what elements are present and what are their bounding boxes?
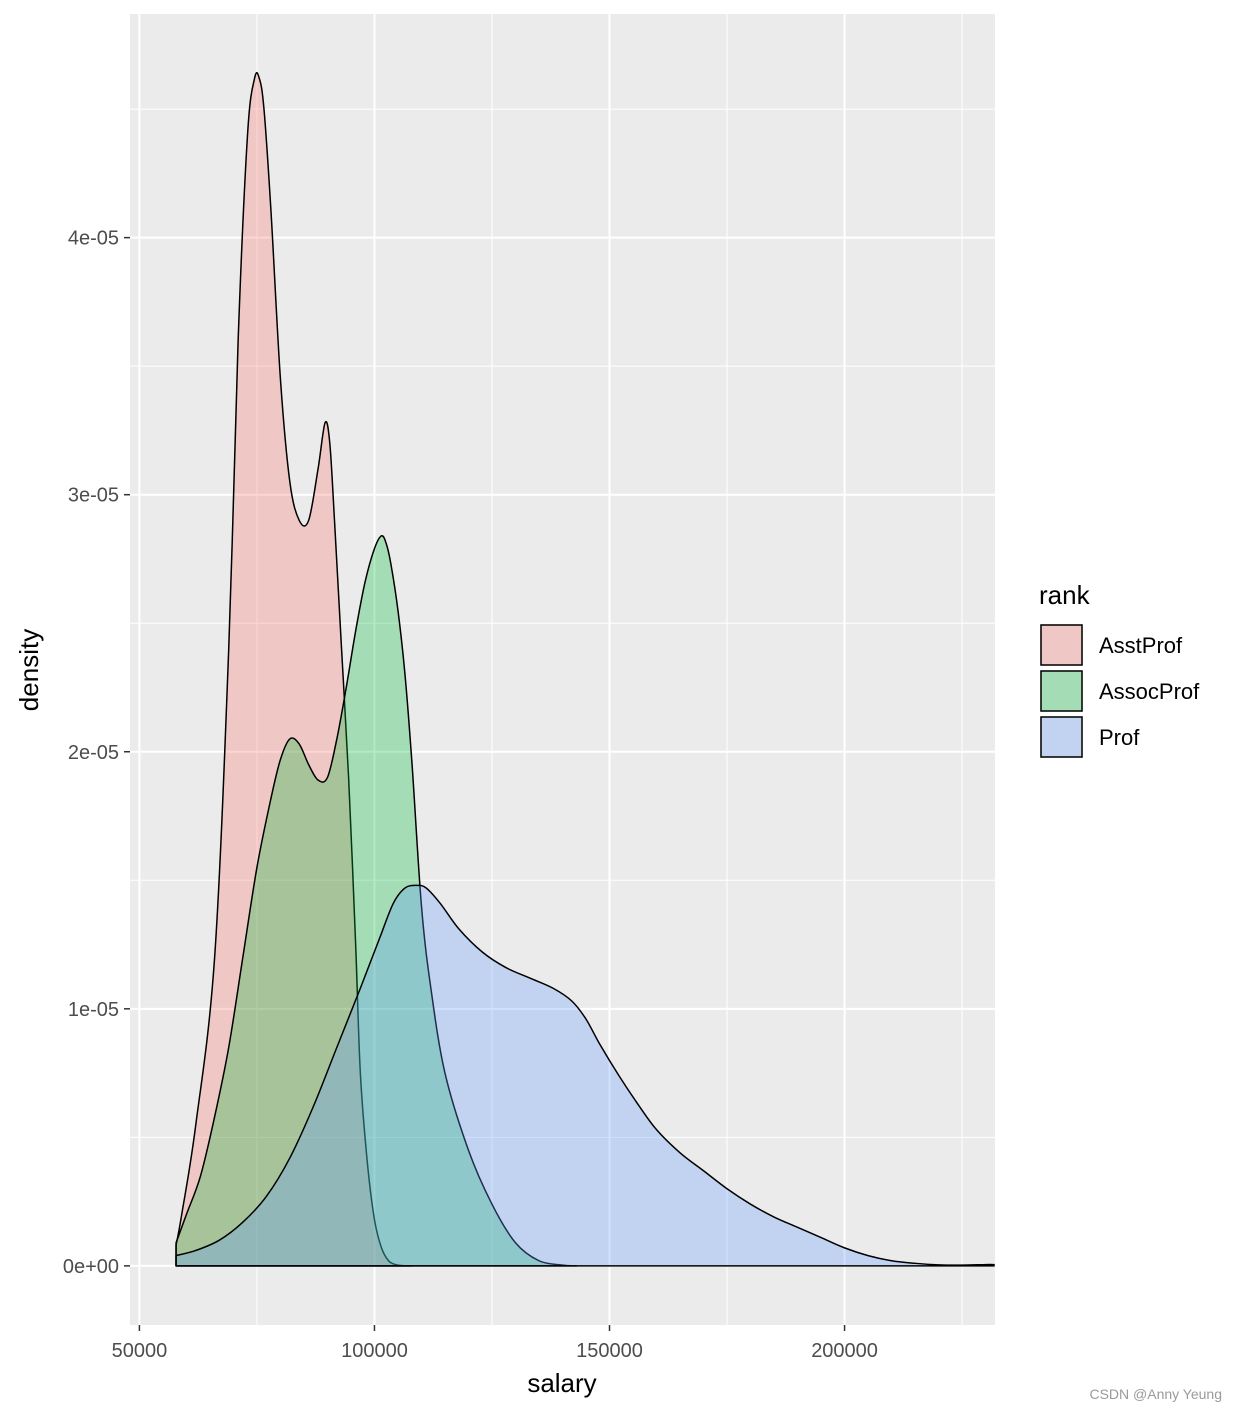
legend-key-background: [1040, 716, 1083, 758]
legend-swatch-asstprof: [1040, 624, 1083, 666]
density-area-prof: [175, 884, 995, 1267]
y-axis: 0e+00 1e-05 2e-05 3e-05 4e-05: [63, 228, 130, 1278]
y-tick-label: 2e-05: [68, 742, 119, 764]
x-tick-label: 200000: [811, 1340, 878, 1362]
density-area-asstprof: [175, 72, 413, 1267]
legend-label-prof: Prof: [1099, 725, 1140, 750]
y-tick-label: 3e-05: [68, 485, 119, 507]
y-tick-label: 0e+00: [63, 1256, 119, 1278]
panel-background: [130, 14, 995, 1325]
y-axis-title: density: [14, 629, 44, 711]
y-tick-label: 4e-05: [68, 228, 119, 250]
x-axis: 50000 100000 150000 200000: [112, 1325, 878, 1362]
legend-key-background: [1040, 624, 1083, 666]
density-area-assocprof: [175, 534, 578, 1267]
y-tick-label: 1e-05: [68, 999, 119, 1021]
x-tick-label: 50000: [112, 1340, 168, 1362]
legend: rank AsstProf AssocProf Prof: [1039, 580, 1200, 758]
legend-key-background: [1040, 670, 1083, 712]
legend-swatch-prof: [1040, 716, 1083, 758]
legend-label-assocprof: AssocProf: [1099, 679, 1200, 704]
density-areas: [175, 72, 995, 1267]
x-tick-label: 100000: [341, 1340, 408, 1362]
legend-title: rank: [1039, 580, 1091, 610]
minor-gridlines: [130, 14, 995, 1325]
legend-swatch-assocprof: [1040, 670, 1083, 712]
legend-label-asstprof: AsstProf: [1099, 633, 1183, 658]
x-axis-title: salary: [527, 1368, 596, 1398]
watermark: CSDN @Anny Yeung: [1089, 1386, 1222, 1402]
x-tick-label: 150000: [576, 1340, 643, 1362]
